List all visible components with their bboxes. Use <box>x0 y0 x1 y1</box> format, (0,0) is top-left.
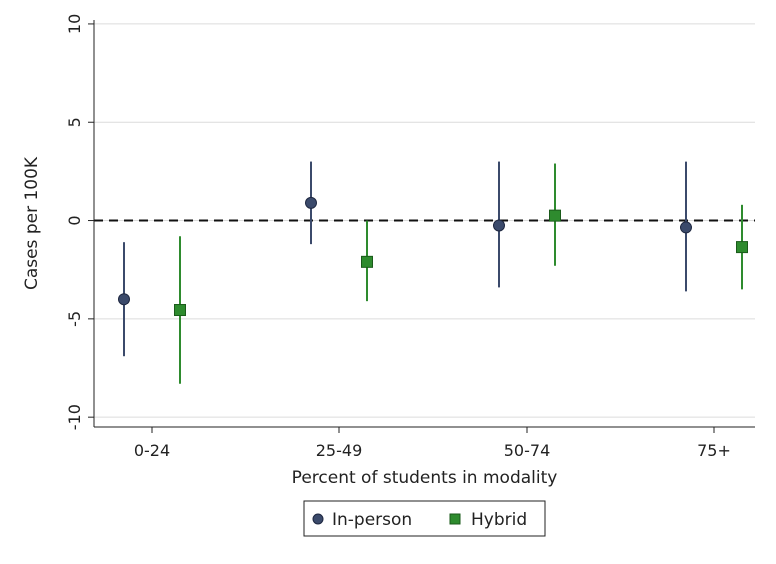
legend-label-in-person: In-person <box>332 510 412 530</box>
legend-marker-in-person <box>312 513 324 525</box>
x-tick-label: 75+ <box>697 441 731 460</box>
y-tick-label: 0 <box>65 215 84 225</box>
point-in-person <box>118 293 130 306</box>
legend: In-person Hybrid <box>303 500 546 537</box>
x-tick-label: 25-49 <box>316 441 363 460</box>
point-hybrid <box>174 304 186 317</box>
y-tick-label: -5 <box>65 311 84 327</box>
point-in-person <box>680 221 692 234</box>
legend-marker-hybrid <box>449 513 461 525</box>
y-tick-label: 5 <box>65 117 84 127</box>
y-tick-label: 10 <box>65 14 84 34</box>
x-tick-label: 0-24 <box>134 441 170 460</box>
data-marks <box>118 161 748 384</box>
point-hybrid <box>549 209 561 222</box>
point-hybrid <box>736 241 748 254</box>
tick-labels: 10 5 0 -5 -10 0-24 25-49 50-74 75+ <box>65 14 731 460</box>
y-tick-label: -10 <box>65 404 84 430</box>
point-hybrid <box>361 255 373 268</box>
point-in-person <box>305 196 317 209</box>
x-tick-label: 50-74 <box>504 441 551 460</box>
legend-box <box>303 500 546 537</box>
axes <box>88 20 755 433</box>
point-in-person <box>493 219 505 232</box>
x-axis-title: Percent of students in modality <box>292 468 558 488</box>
legend-label-hybrid: Hybrid <box>471 510 527 530</box>
y-axis-title: Cases per 100K <box>22 156 42 290</box>
